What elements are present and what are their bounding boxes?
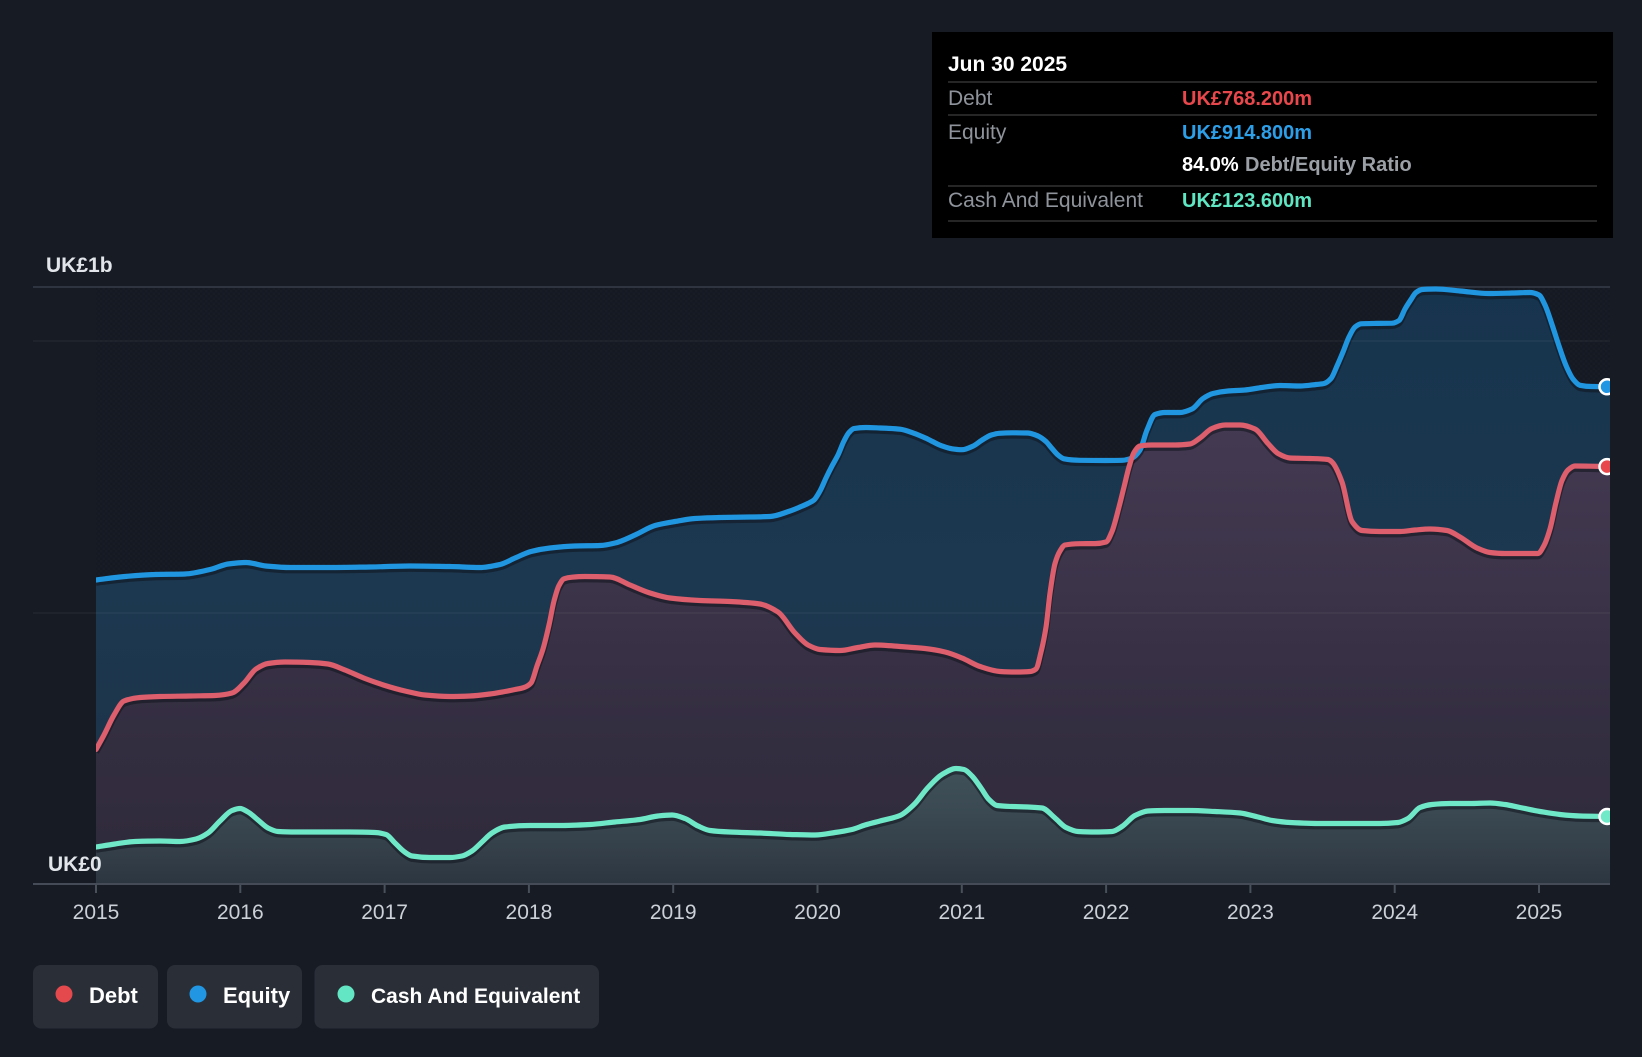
svg-text:2015: 2015 [73, 901, 120, 924]
svg-text:Jun 30 2025: Jun 30 2025 [948, 53, 1067, 76]
svg-text:2019: 2019 [650, 901, 697, 924]
svg-text:2023: 2023 [1227, 901, 1274, 924]
svg-text:Debt/Equity Ratio: Debt/Equity Ratio [1245, 154, 1412, 176]
svg-text:Debt: Debt [89, 983, 139, 1008]
svg-text:UK£768.200m: UK£768.200m [1182, 88, 1312, 110]
svg-text:2024: 2024 [1371, 901, 1418, 924]
svg-text:Debt: Debt [948, 87, 993, 110]
svg-text:UK£123.600m: UK£123.600m [1182, 190, 1312, 212]
svg-text:Cash And Equivalent: Cash And Equivalent [371, 985, 580, 1008]
svg-text:Cash And Equivalent: Cash And Equivalent [948, 189, 1143, 212]
svg-text:84.0%: 84.0% [1182, 154, 1239, 176]
svg-text:2025: 2025 [1516, 901, 1563, 924]
svg-text:2021: 2021 [938, 901, 985, 924]
svg-text:UK£0: UK£0 [48, 853, 102, 876]
svg-text:2017: 2017 [361, 901, 408, 924]
svg-text:2016: 2016 [217, 901, 264, 924]
svg-text:UK£914.800m: UK£914.800m [1182, 122, 1312, 144]
svg-text:Equity: Equity [223, 983, 291, 1008]
svg-text:2022: 2022 [1083, 901, 1130, 924]
svg-text:2018: 2018 [506, 901, 553, 924]
svg-text:Equity: Equity [948, 121, 1007, 144]
svg-text:2020: 2020 [794, 901, 841, 924]
svg-text:UK£1b: UK£1b [46, 254, 113, 277]
